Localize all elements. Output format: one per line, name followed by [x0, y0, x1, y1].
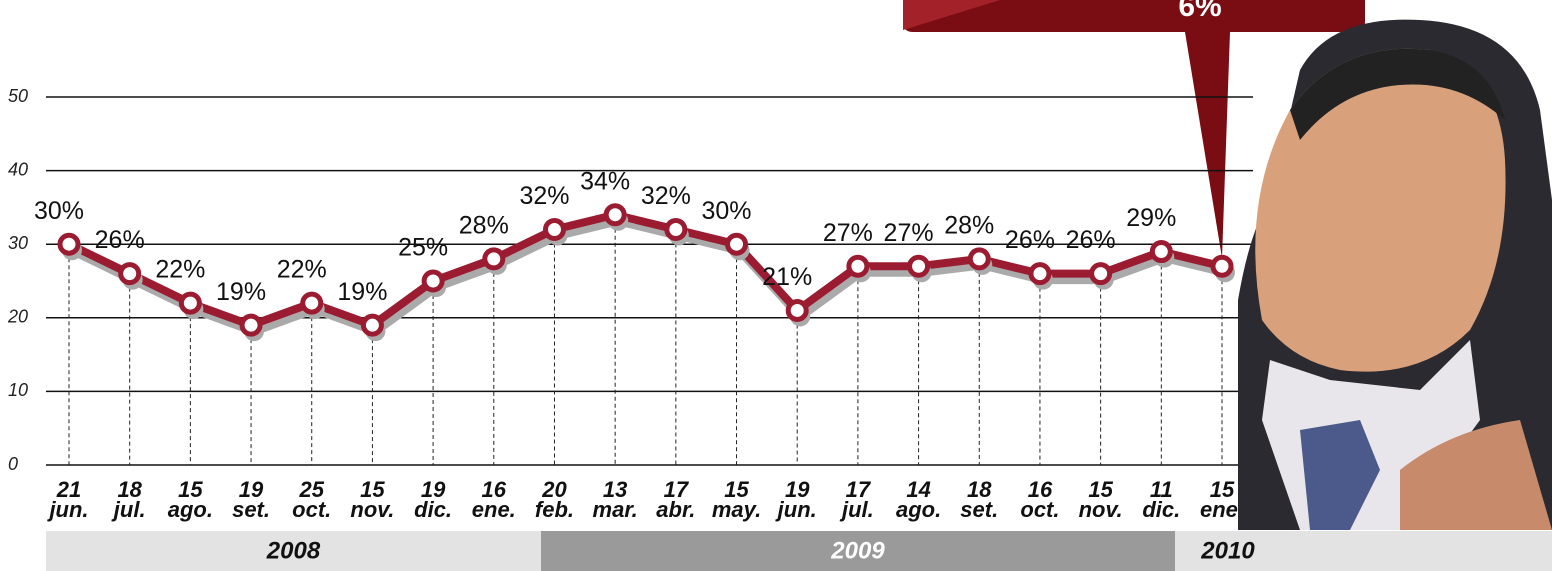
marker	[181, 294, 199, 312]
marker	[363, 316, 381, 334]
year-label: 2010	[1200, 537, 1255, 564]
marker	[1092, 265, 1110, 283]
x-tick-month: jul.	[839, 497, 874, 522]
y-tick-label: 10	[8, 380, 28, 400]
marker	[121, 265, 139, 283]
value-label: 29%	[1126, 204, 1176, 232]
marker	[545, 220, 563, 238]
year-label: 2008	[266, 537, 321, 564]
callout-text: 6%	[1178, 0, 1221, 23]
value-label: 28%	[459, 212, 509, 240]
marker	[485, 250, 503, 268]
marker	[1031, 265, 1049, 283]
value-label: 27%	[823, 219, 873, 247]
x-tick-month: nov.	[350, 497, 394, 522]
value-label: 27%	[884, 219, 934, 247]
chart: 6% 0 10 20 30 40 50 2008 2009 2010 30% 26% 22% 19% 22…	[0, 0, 1552, 571]
x-tick-month: oct.	[1020, 497, 1059, 522]
value-label: 26%	[1005, 226, 1055, 254]
marker	[242, 316, 260, 334]
y-tick-label: 40	[8, 159, 28, 179]
marker	[1152, 243, 1170, 261]
x-tick-month: may.	[712, 497, 761, 522]
marker	[606, 206, 624, 224]
value-label: 30%	[702, 197, 752, 225]
x-tick-month: dic.	[1142, 497, 1180, 522]
x-tick-month: oct.	[292, 497, 331, 522]
x-tick-month: ago.	[168, 497, 213, 522]
x-tick-month: ago.	[896, 497, 941, 522]
x-tick-month: abr.	[656, 497, 695, 522]
x-tick-month: dic.	[414, 497, 452, 522]
marker	[424, 272, 442, 290]
x-tick-month: mar.	[593, 497, 638, 522]
marker	[1213, 257, 1231, 275]
y-tick-label: 50	[8, 86, 28, 106]
x-tick-month: jun.	[46, 497, 88, 522]
value-label: 25%	[398, 234, 448, 262]
value-label: 26%	[1066, 226, 1116, 254]
value-label: 21%	[762, 263, 812, 291]
value-label: 26%	[95, 226, 145, 254]
marker	[303, 294, 321, 312]
x-tick-month: ene.	[1200, 497, 1244, 522]
y-tick-label: 0	[8, 454, 18, 474]
marker	[910, 257, 928, 275]
x-tick-month: nov.	[1079, 497, 1123, 522]
year-label: 2009	[830, 537, 885, 564]
value-label: 30%	[34, 197, 84, 225]
value-label: 28%	[944, 212, 994, 240]
photo	[1238, 20, 1552, 530]
x-tick-month: set.	[232, 497, 270, 522]
x-tick-month: feb.	[535, 497, 574, 522]
value-label: 32%	[519, 182, 569, 210]
value-label: 22%	[155, 256, 205, 284]
x-tick-month: jun.	[775, 497, 817, 522]
value-label: 32%	[641, 182, 691, 210]
marker	[849, 257, 867, 275]
marker	[788, 301, 806, 319]
value-label: 22%	[277, 256, 327, 284]
x-tick-month: set.	[960, 497, 998, 522]
value-label: 34%	[580, 167, 630, 195]
value-label: 19%	[337, 278, 387, 306]
marker	[970, 250, 988, 268]
marker	[667, 220, 685, 238]
x-tick-month: jul.	[111, 497, 146, 522]
marker	[60, 235, 78, 253]
y-tick-label: 30	[8, 233, 28, 253]
value-label: 19%	[216, 278, 266, 306]
marker	[728, 235, 746, 253]
y-tick-label: 20	[7, 307, 28, 327]
x-tick-month: ene.	[472, 497, 516, 522]
